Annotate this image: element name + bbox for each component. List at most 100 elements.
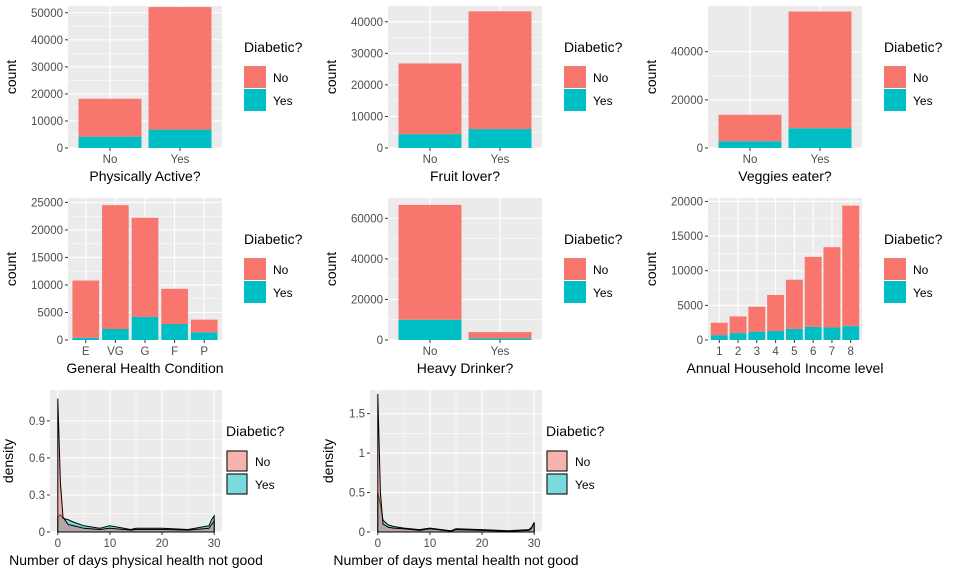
legend-key-yes — [244, 89, 266, 111]
x-tick-label: Yes — [171, 154, 190, 166]
x-tick-label: 5 — [791, 346, 797, 358]
y-tick-label: 20000 — [351, 294, 383, 306]
bar-yes-F — [161, 324, 188, 340]
legend-key-no — [226, 450, 248, 472]
legend-title: Diabetic? — [884, 231, 943, 247]
x-axis-title: Veggies eater? — [738, 168, 832, 184]
bar-yes-Yes — [148, 129, 212, 148]
legend-label-no: No — [575, 455, 591, 469]
bar-no-No — [718, 114, 782, 142]
legend: Diabetic? No Yes — [564, 39, 623, 111]
legend-label-no: No — [273, 263, 289, 277]
y-tick-label: 15000 — [31, 252, 63, 264]
legend-key-no — [564, 66, 586, 88]
y-axis-title: count — [323, 252, 339, 286]
x-tick-label: Yes — [491, 346, 510, 358]
x-axis-title: General Health Condition — [66, 360, 223, 376]
y-tick-label: 0 — [697, 335, 703, 347]
bar-yes-Yes — [788, 128, 852, 148]
legend-key-yes — [884, 89, 906, 111]
panel-1: 0 10000 20000 30000 40000 50000 No Yes Physicall… — [3, 6, 303, 184]
panel-3: 0 20000 40000 No Yes Veggies eater? count Diabe… — [643, 6, 943, 184]
y-axis-title: count — [3, 252, 19, 286]
bar-no-Yes — [788, 11, 852, 129]
x-tick-label: No — [103, 154, 118, 166]
y-tick-label: 10000 — [351, 111, 383, 123]
x-tick-label: 0 — [375, 538, 381, 550]
legend: Diabetic? No Yes — [564, 231, 623, 303]
bar-yes-5 — [785, 328, 803, 340]
bar-no-8 — [842, 205, 860, 327]
legend: Diabetic? No Yes — [884, 39, 943, 111]
x-axis-title: Annual Household Income level — [687, 360, 884, 376]
y-tick-label: 30000 — [351, 48, 383, 60]
x-tick-label: G — [141, 346, 150, 358]
density-no — [57, 398, 215, 533]
x-tick-label: No — [423, 154, 438, 166]
x-tick-label: VG — [107, 346, 124, 358]
y-tick-label: 20000 — [351, 80, 383, 92]
y-axis-title: density — [320, 439, 336, 483]
y-tick-label: 10000 — [671, 266, 703, 278]
bar-no-Yes — [468, 11, 532, 130]
y-tick-label: 5000 — [677, 300, 703, 312]
legend: Diabetic? No Yes — [244, 39, 303, 111]
legend-title: Diabetic? — [564, 231, 623, 247]
legend-title: Diabetic? — [884, 39, 943, 55]
bar-yes-4 — [767, 330, 785, 340]
x-tick-label: P — [200, 346, 208, 358]
bar-yes-3 — [748, 331, 766, 340]
y-axis-title: count — [643, 252, 659, 286]
bar-yes-1 — [710, 335, 728, 340]
bar-no-6 — [804, 256, 822, 327]
bar-yes-E — [72, 337, 100, 340]
legend-label-no: No — [593, 263, 609, 277]
y-tick-label: 1.5 — [349, 409, 365, 421]
legend: Diabetic? No Yes — [546, 423, 605, 495]
bar-yes-6 — [804, 326, 822, 340]
x-axis-title: Heavy Drinker? — [417, 360, 514, 376]
bar-no-E — [72, 280, 100, 338]
y-tick-label: 0 — [359, 527, 365, 539]
y-tick-label: 50000 — [31, 8, 63, 20]
y-tick-label: 10000 — [31, 280, 63, 292]
legend-key-yes — [244, 281, 266, 303]
bar-yes-7 — [823, 327, 841, 340]
legend-key-no — [244, 66, 266, 88]
y-tick-label: 0.5 — [349, 488, 365, 500]
y-tick-label: 20000 — [671, 95, 703, 107]
legend-label-yes: Yes — [913, 286, 933, 300]
panel-6: 0 5000 10000 15000 20000 1 2 3 4 5 6 7 8 Annual House… — [643, 196, 943, 376]
y-tick-label: 10000 — [31, 116, 63, 128]
y-tick-label: 25000 — [31, 197, 63, 209]
bar-no-5 — [785, 279, 803, 329]
panel-5: 0 20000 40000 60000 No Yes Heavy Drinker? count… — [323, 198, 623, 376]
legend-title: Diabetic? — [546, 423, 605, 439]
x-tick-label: F — [171, 346, 178, 358]
y-tick-label: 40000 — [31, 35, 63, 47]
legend-key-yes — [546, 473, 568, 495]
x-tick-label: 20 — [156, 538, 169, 550]
legend-title: Diabetic? — [244, 39, 303, 55]
y-tick-label: 0 — [57, 143, 63, 155]
legend-label-no: No — [593, 71, 609, 85]
x-tick-label: Yes — [811, 154, 830, 166]
bar-no-VG — [102, 205, 129, 329]
bar-yes-No — [718, 141, 782, 148]
bar-yes-No — [398, 319, 462, 340]
y-tick-label: 40000 — [351, 254, 383, 266]
legend-title: Diabetic? — [244, 231, 303, 247]
x-axis-title: Number of days mental health not good — [333, 552, 578, 568]
y-tick-label: 0 — [39, 527, 45, 539]
legend: Diabetic? No Yes — [226, 423, 285, 495]
bar-yes-VG — [102, 328, 129, 340]
x-axis-title: Physically Active? — [89, 168, 200, 184]
bar-no-No — [398, 63, 462, 135]
legend-label-no: No — [273, 71, 289, 85]
legend-label-yes: Yes — [273, 94, 293, 108]
bar-yes-P — [190, 332, 218, 340]
legend-label-no: No — [913, 71, 929, 85]
legend-title: Diabetic? — [564, 39, 623, 55]
panel-4: 0 5000 10000 15000 20000 25000 E VG G F P General H… — [3, 197, 303, 376]
x-tick-label: E — [82, 346, 90, 358]
